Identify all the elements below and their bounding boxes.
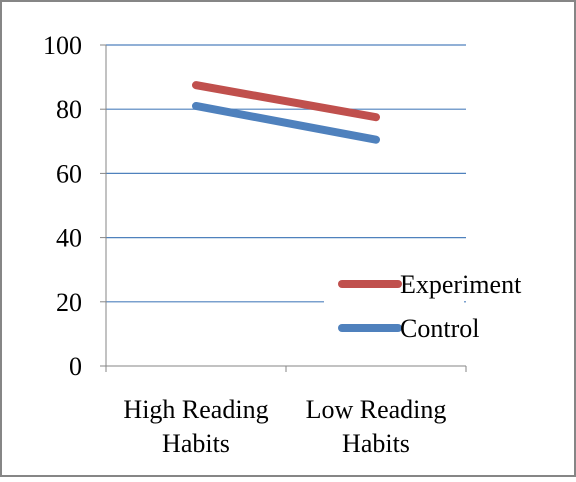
- legend-label: Experiment: [400, 270, 522, 299]
- y-tick-label: 40: [56, 224, 82, 253]
- x-tick-label-line: High Reading: [123, 395, 268, 424]
- x-tick-label-line: Habits: [162, 429, 230, 458]
- y-tick-label: 60: [56, 159, 82, 188]
- x-tick-label-line: Habits: [342, 429, 410, 458]
- y-tick-label: 0: [69, 352, 82, 381]
- y-tick-label: 20: [56, 288, 82, 317]
- y-tick-label: 100: [43, 31, 82, 60]
- x-tick-label-line: Low Reading: [306, 395, 447, 424]
- y-tick-label: 80: [56, 95, 82, 124]
- legend-label: Control: [400, 314, 479, 343]
